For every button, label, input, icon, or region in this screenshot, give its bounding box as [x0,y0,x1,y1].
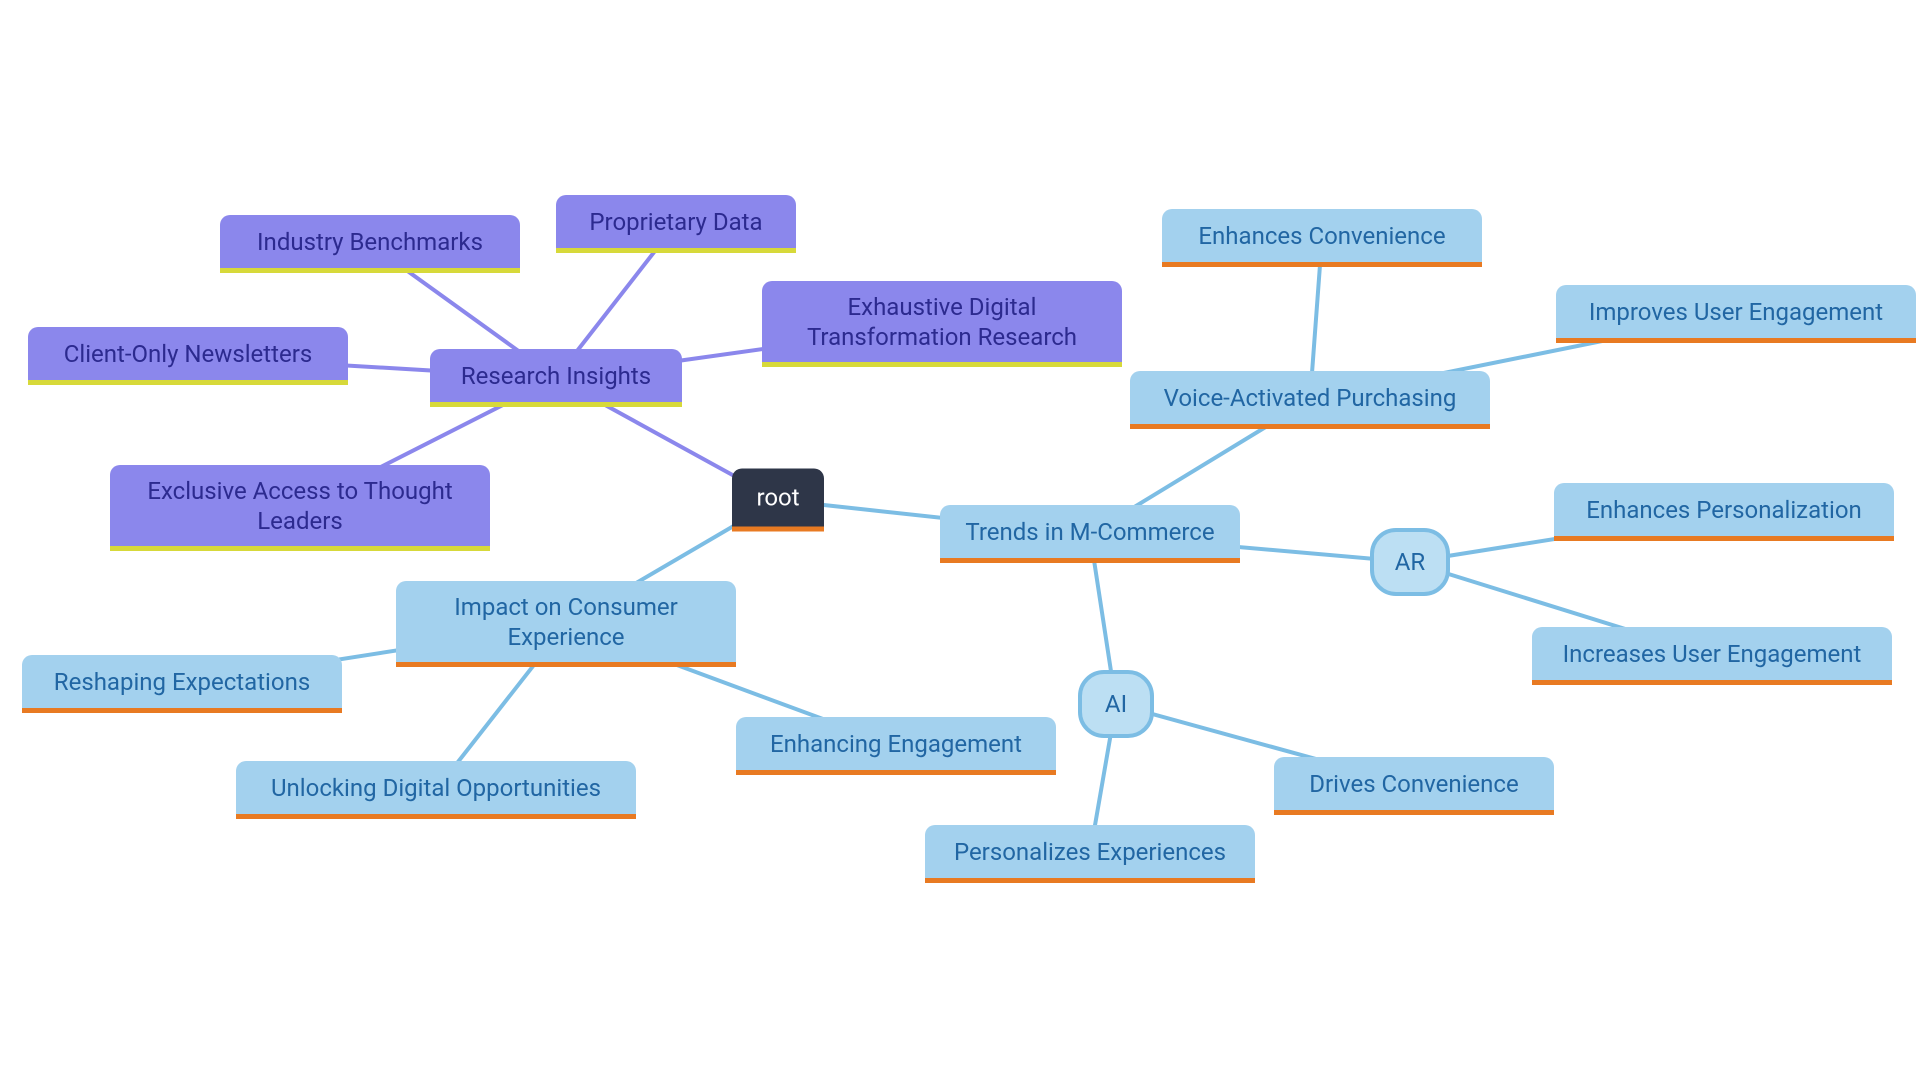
diagram-canvas: root Research Insights Industry Benchmarks… [0,0,1920,1080]
node-label: AR [1395,547,1425,577]
node-tmc: Trends in M-Commerce [940,505,1240,563]
node-pd: Proprietary Data [556,195,796,253]
node-label: Enhancing Engagement [770,729,1022,759]
node-label: Industry Benchmarks [257,227,483,257]
node-label: Client-Only Newsletters [64,339,312,369]
node-label: Proprietary Data [589,207,762,237]
node-iue: Improves User Engagement [1556,285,1916,343]
node-root: root [732,469,824,532]
node-label: Increases User Engagement [1563,639,1862,669]
node-ri: Research Insights [430,349,682,407]
node-ib: Industry Benchmarks [220,215,520,273]
node-ee: Enhancing Engagement [736,717,1056,775]
node-label: Impact on Consumer Experience [414,592,718,652]
node-ice: Impact on Consumer Experience [396,581,736,667]
node-ec: Enhances Convenience [1162,209,1482,267]
node-label: AI [1105,689,1127,719]
node-ai: AI [1078,670,1154,738]
node-label: Exclusive Access to Thought Leaders [128,476,472,536]
node-dc: Drives Convenience [1274,757,1554,815]
node-eatl: Exclusive Access to Thought Leaders [110,465,490,551]
node-udo: Unlocking Digital Opportunities [236,761,636,819]
node-label: Enhances Personalization [1586,495,1862,525]
node-label: Voice-Activated Purchasing [1164,383,1457,413]
node-pe: Personalizes Experiences [925,825,1255,883]
node-label: Improves User Engagement [1589,297,1883,327]
node-edtr: Exhaustive Digital Transformation Resear… [762,281,1122,367]
node-label: Enhances Convenience [1198,221,1445,251]
node-label: Trends in M-Commerce [965,517,1214,547]
node-label: Unlocking Digital Opportunities [271,773,601,803]
node-iue2: Increases User Engagement [1532,627,1892,685]
node-label: Drives Convenience [1309,769,1518,799]
node-con: Client-Only Newsletters [28,327,348,385]
node-label: root [756,483,799,513]
node-label: Personalizes Experiences [954,837,1226,867]
node-label: Research Insights [461,361,651,391]
node-label: Reshaping Expectations [54,667,310,697]
node-rexp: Reshaping Expectations [22,655,342,713]
node-ep: Enhances Personalization [1554,483,1894,541]
node-label: Exhaustive Digital Transformation Resear… [780,292,1104,352]
node-ar: AR [1370,528,1450,596]
node-vap: Voice-Activated Purchasing [1130,371,1490,429]
